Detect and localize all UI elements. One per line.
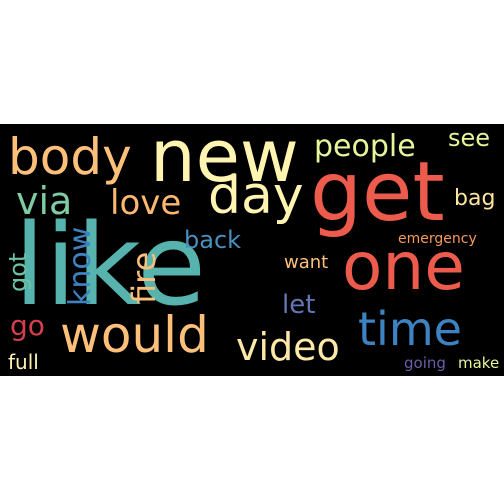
word-get: get [310, 145, 445, 240]
word-full: full [8, 350, 39, 374]
word-go: go [10, 309, 45, 342]
word-emergency: emergency [398, 231, 477, 247]
word-people: people [314, 129, 416, 164]
word-cloud: like new get one body day would time vid… [0, 124, 504, 376]
word-bag: bag [454, 186, 496, 211]
word-fire: fire [125, 251, 163, 304]
word-new: new [150, 124, 299, 198]
word-video: video [236, 325, 340, 369]
word-make: make [458, 354, 500, 372]
word-love: love [110, 183, 182, 223]
word-like: like [14, 201, 207, 331]
word-via: via [16, 179, 73, 223]
word-see: see [448, 124, 491, 152]
word-know: know [63, 226, 98, 306]
word-body: body [8, 128, 132, 186]
word-going: going [404, 354, 446, 372]
word-got: got [4, 252, 32, 292]
word-back: back [184, 226, 242, 254]
word-one: one [342, 228, 465, 305]
word-time: time [358, 302, 462, 356]
word-would: would [60, 306, 209, 364]
word-want: want [284, 252, 329, 273]
word-let: let [282, 290, 316, 320]
word-day: day [208, 166, 304, 226]
